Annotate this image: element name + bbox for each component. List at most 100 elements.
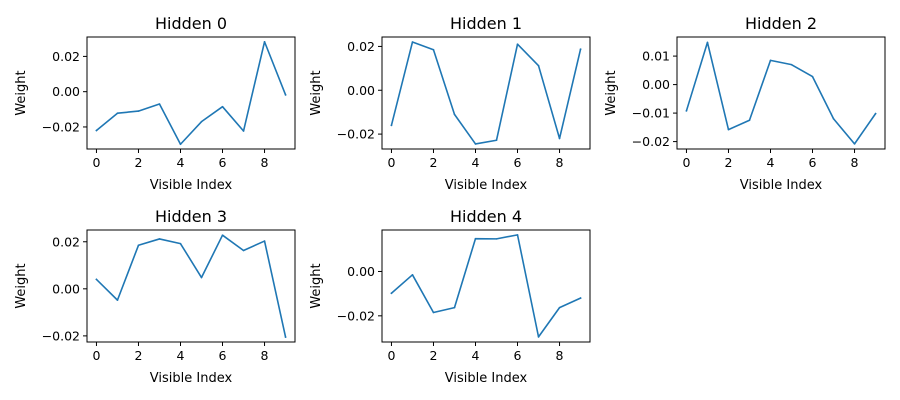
data-point	[137, 110, 140, 112]
x-tick-label: 6	[809, 155, 817, 170]
data-point	[158, 238, 161, 240]
data-point	[790, 63, 793, 66]
data-point	[495, 139, 498, 142]
y-axis-label: Weight	[309, 263, 324, 308]
y-axis-label: Weight	[309, 70, 324, 115]
axes-frame	[86, 36, 296, 150]
y-tick-label: 0.00	[52, 281, 80, 296]
x-axis-label: Visible Index	[740, 178, 823, 193]
data-point	[432, 48, 435, 51]
data-point	[242, 249, 245, 252]
y-tick-label: 0.00	[642, 77, 670, 92]
data-point	[263, 40, 266, 43]
y-axis-label: Weight	[604, 70, 619, 115]
series-line	[95, 40, 287, 146]
subplot-3: Hidden 3 0 2 4 6 8 −0.02 0.00 0.02 Visible Index W…	[14, 207, 296, 386]
y-tick-label: 0.02	[347, 39, 375, 54]
data-point	[853, 143, 856, 145]
x-tick-label: 8	[556, 348, 564, 363]
data-point	[453, 306, 456, 309]
data-point	[200, 276, 203, 279]
subplot-title: Hidden 1	[450, 14, 522, 33]
y-tick-label: 0.00	[347, 83, 375, 98]
x-tick-label: 2	[134, 155, 142, 170]
data-point	[411, 274, 414, 276]
data-point	[558, 137, 561, 140]
subplot-1: Hidden 1 0 2 4 6 8 −0.02 0.00 0.02 Visible Index W…	[309, 14, 591, 193]
axes-frame	[381, 229, 591, 343]
y-tick-label: 0.00	[347, 264, 375, 279]
x-tick-label: 2	[724, 155, 732, 170]
y-axis-label: Weight	[14, 263, 29, 308]
data-point	[516, 43, 519, 46]
x-axis-label: Visible Index	[445, 178, 528, 193]
series-line	[390, 234, 582, 338]
x-axis-label: Visible Index	[150, 178, 233, 193]
data-point	[579, 297, 582, 299]
data-point	[158, 103, 161, 105]
data-point	[137, 244, 140, 247]
x-tick-label: 0	[92, 348, 100, 363]
subplot-title: Hidden 2	[745, 14, 817, 33]
data-point	[221, 105, 224, 108]
data-point	[453, 113, 456, 116]
y-axis-label: Weight	[14, 70, 29, 115]
data-point	[284, 94, 287, 96]
data-point	[221, 234, 224, 236]
data-point	[116, 112, 119, 114]
x-tick-label: 4	[472, 155, 480, 170]
subplot-4: Hidden 4 0 2 4 6 8 −0.02 0.00 Visible Index Weigh…	[309, 207, 591, 386]
data-point	[558, 306, 561, 309]
axes-frame	[381, 36, 591, 150]
x-tick-label: 8	[261, 348, 269, 363]
subplot-title: Hidden 4	[450, 207, 522, 226]
x-tick-label: 4	[472, 348, 480, 363]
data-point	[95, 278, 98, 281]
x-tick-label: 0	[387, 155, 395, 170]
x-tick-label: 2	[429, 348, 437, 363]
y-tick-label: −0.02	[337, 308, 375, 323]
data-point	[411, 41, 414, 43]
data-point	[516, 234, 519, 236]
x-tick-label: 4	[177, 348, 185, 363]
data-point	[579, 48, 582, 51]
data-point	[537, 64, 540, 67]
subplot-title: Hidden 3	[155, 207, 227, 226]
data-point	[179, 143, 182, 146]
y-tick-label: 0.00	[52, 84, 80, 99]
data-point	[263, 240, 266, 242]
data-point	[769, 59, 772, 62]
y-tick-label: 0.02	[52, 49, 80, 64]
y-tick-label: −0.02	[632, 134, 670, 149]
data-point	[179, 242, 182, 245]
data-point	[284, 336, 287, 338]
data-point	[685, 110, 688, 112]
x-tick-label: 8	[261, 155, 269, 170]
data-point	[874, 112, 877, 115]
x-tick-label: 0	[682, 155, 690, 170]
x-axis-label: Visible Index	[445, 371, 528, 386]
x-tick-label: 8	[556, 155, 564, 170]
data-point	[537, 336, 540, 338]
y-tick-label: −0.02	[42, 119, 80, 134]
subplot-2: Hidden 2 0 2 4 6 8 −0.02 −0.01 0.00 0.01 Visible I…	[604, 14, 886, 193]
x-tick-label: 4	[767, 155, 775, 170]
x-tick-label: 0	[387, 348, 395, 363]
data-point	[727, 128, 730, 131]
x-tick-label: 2	[429, 155, 437, 170]
x-tick-label: 6	[514, 155, 522, 170]
axes-frame	[676, 36, 886, 150]
subplot-grid: Hidden 0 0 2 4 6 8 −0.02 0.00 0.02 Visible Index W…	[14, 14, 886, 386]
data-point	[390, 124, 393, 127]
data-point	[390, 292, 393, 295]
data-point	[811, 75, 814, 78]
data-point	[116, 299, 119, 301]
y-tick-label: −0.02	[337, 127, 375, 142]
data-point	[200, 120, 203, 123]
y-tick-label: −0.01	[632, 106, 670, 121]
subplot-0: Hidden 0 0 2 4 6 8 −0.02 0.00 0.02 Visible Index W…	[14, 14, 296, 193]
series-line	[95, 234, 287, 339]
y-tick-label: 0.02	[52, 234, 80, 249]
